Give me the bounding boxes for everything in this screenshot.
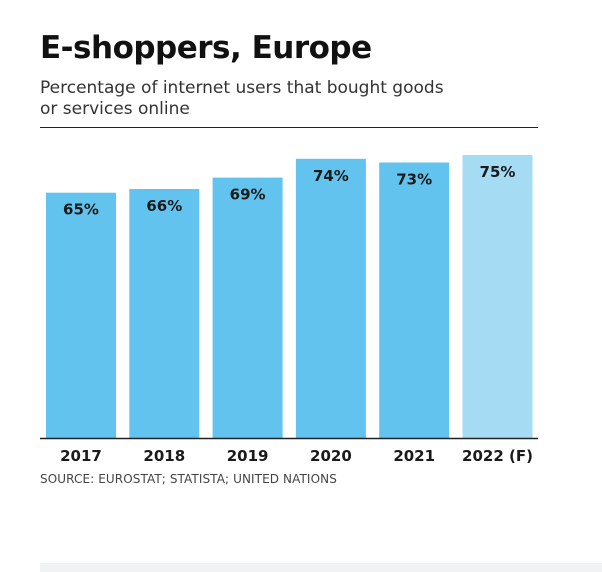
value-label: 74%	[313, 167, 349, 185]
chart-subtitle: Percentage of internet users that bought…	[40, 78, 444, 119]
x-tick-label: 2019	[227, 447, 269, 465]
x-tick-label: 2017	[60, 447, 102, 465]
value-label: 66%	[146, 197, 182, 215]
value-label: 65%	[63, 201, 99, 219]
bar-2018	[129, 189, 200, 438]
value-labels-group: 65% 66% 69% 74% 73% 75%	[63, 163, 515, 219]
bars-group	[46, 155, 533, 439]
x-tick-labels-group: 2017 2018 2019 2020 2021 2022 (F)	[60, 447, 533, 465]
value-label: 69%	[230, 186, 266, 204]
x-tick-label: 2020	[310, 447, 352, 465]
bar-2017	[46, 192, 116, 438]
x-tick-label: 2021	[393, 447, 435, 465]
x-tick-label: 2022 (F)	[462, 447, 533, 465]
bar-2021	[379, 162, 450, 438]
source-note: SOURCE: EUROSTAT; STATISTA; UNITED NATIO…	[40, 472, 337, 486]
bar-2020	[295, 158, 366, 439]
footer-band	[40, 563, 602, 572]
value-label: 75%	[480, 163, 516, 181]
bar-2019	[212, 177, 283, 438]
chart-title: E-shoppers, Europe	[40, 30, 372, 66]
title-divider	[40, 127, 538, 128]
bar-2022-f	[462, 155, 533, 438]
x-tick-label: 2018	[143, 447, 185, 465]
value-label: 73%	[396, 171, 432, 189]
